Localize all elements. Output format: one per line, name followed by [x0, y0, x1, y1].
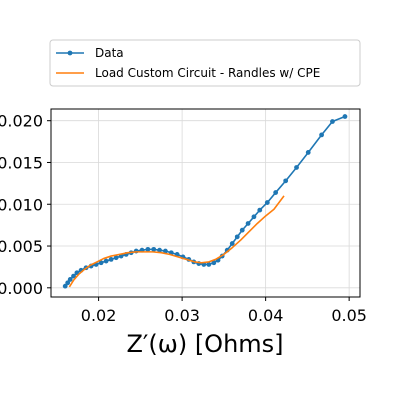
data-point — [157, 247, 162, 253]
data-point — [151, 246, 157, 252]
x-tick-label: 0.05 — [331, 306, 367, 325]
data-point — [211, 260, 217, 266]
data-point — [67, 277, 73, 282]
data-point — [229, 241, 235, 246]
grid — [51, 109, 360, 297]
y-tick-label: 0.000 — [0, 279, 43, 298]
legend-label-data: Data — [95, 46, 124, 60]
legend: Data Load Custom Circuit - Randles w/ CP… — [49, 39, 361, 87]
data-point — [206, 262, 212, 267]
data-point — [145, 246, 151, 252]
data-point — [257, 207, 263, 213]
data-point — [251, 214, 257, 220]
data-point — [330, 119, 335, 124]
legend-data-marker — [67, 50, 73, 56]
x-tick-label: 0.03 — [164, 306, 200, 325]
x-tick-label: 0.02 — [81, 306, 117, 325]
data-point — [234, 234, 240, 240]
plot-frame — [50, 108, 361, 298]
data-point — [305, 150, 311, 155]
axis-ticks: 0.02 0.03 0.04 0.05 0.000 0.005 0.010 0.015 0.02… — [0, 112, 367, 325]
data-point — [71, 273, 76, 279]
data-point — [65, 280, 71, 286]
legend-box — [49, 39, 361, 87]
y-tick-label: 0.010 — [0, 195, 43, 214]
data-point — [103, 258, 109, 264]
data-point — [319, 132, 324, 138]
data-point — [239, 227, 245, 233]
x-tick-label: 0.04 — [248, 306, 284, 325]
data-point — [113, 255, 119, 261]
y-tick-label: 0.005 — [0, 237, 43, 256]
data-point — [342, 114, 348, 119]
data-point — [245, 221, 251, 226]
data-point — [264, 200, 270, 205]
series-layer — [62, 114, 348, 289]
data-point — [294, 165, 299, 170]
data-point — [62, 283, 68, 289]
data-point — [273, 190, 279, 195]
y-tick-label: 0.020 — [0, 112, 43, 131]
legend-label-fit: Load Custom Circuit - Randles w/ CPE — [95, 66, 320, 80]
fit-series-line — [68, 195, 285, 288]
y-tick-label: 0.015 — [0, 153, 43, 172]
data-point — [283, 178, 289, 184]
data-point — [108, 257, 114, 262]
data-point — [163, 248, 168, 254]
data-point — [98, 260, 104, 266]
x-axis-label: Z′(ω) [Ohms] — [126, 330, 283, 358]
